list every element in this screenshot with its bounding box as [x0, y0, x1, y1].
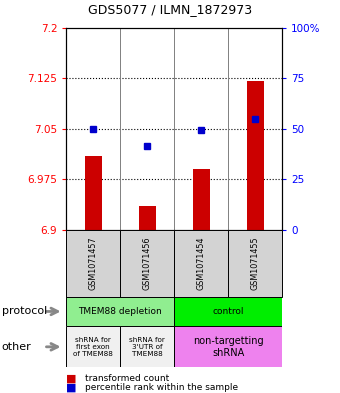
Bar [228, 230, 282, 297]
Text: percentile rank within the sample: percentile rank within the sample [85, 384, 238, 392]
Bar [120, 326, 174, 367]
Bar [66, 297, 174, 326]
Text: shRNA for
first exon
of TMEM88: shRNA for first exon of TMEM88 [73, 337, 113, 357]
Text: GSM1071456: GSM1071456 [143, 237, 152, 290]
Bar [246, 81, 264, 230]
Text: ■: ■ [66, 383, 77, 393]
Text: GDS5077 / ILMN_1872973: GDS5077 / ILMN_1872973 [88, 3, 252, 16]
Text: non-targetting
shRNA: non-targetting shRNA [193, 336, 264, 358]
Bar [66, 326, 120, 367]
Text: GSM1071455: GSM1071455 [251, 237, 260, 290]
Bar [192, 169, 210, 230]
Text: shRNA for
3'UTR of
TMEM88: shRNA for 3'UTR of TMEM88 [129, 337, 165, 357]
Text: ■: ■ [66, 373, 77, 384]
Text: transformed count: transformed count [85, 374, 169, 383]
Bar [85, 156, 102, 230]
Text: protocol: protocol [2, 307, 47, 316]
Bar [174, 230, 228, 297]
Bar [120, 230, 174, 297]
Text: GSM1071457: GSM1071457 [89, 237, 98, 290]
Bar [174, 297, 282, 326]
Text: TMEM88 depletion: TMEM88 depletion [79, 307, 162, 316]
Bar [139, 206, 156, 230]
Text: control: control [212, 307, 244, 316]
Bar [66, 230, 120, 297]
Text: other: other [2, 342, 31, 352]
Text: GSM1071454: GSM1071454 [197, 237, 206, 290]
Bar [174, 326, 282, 367]
